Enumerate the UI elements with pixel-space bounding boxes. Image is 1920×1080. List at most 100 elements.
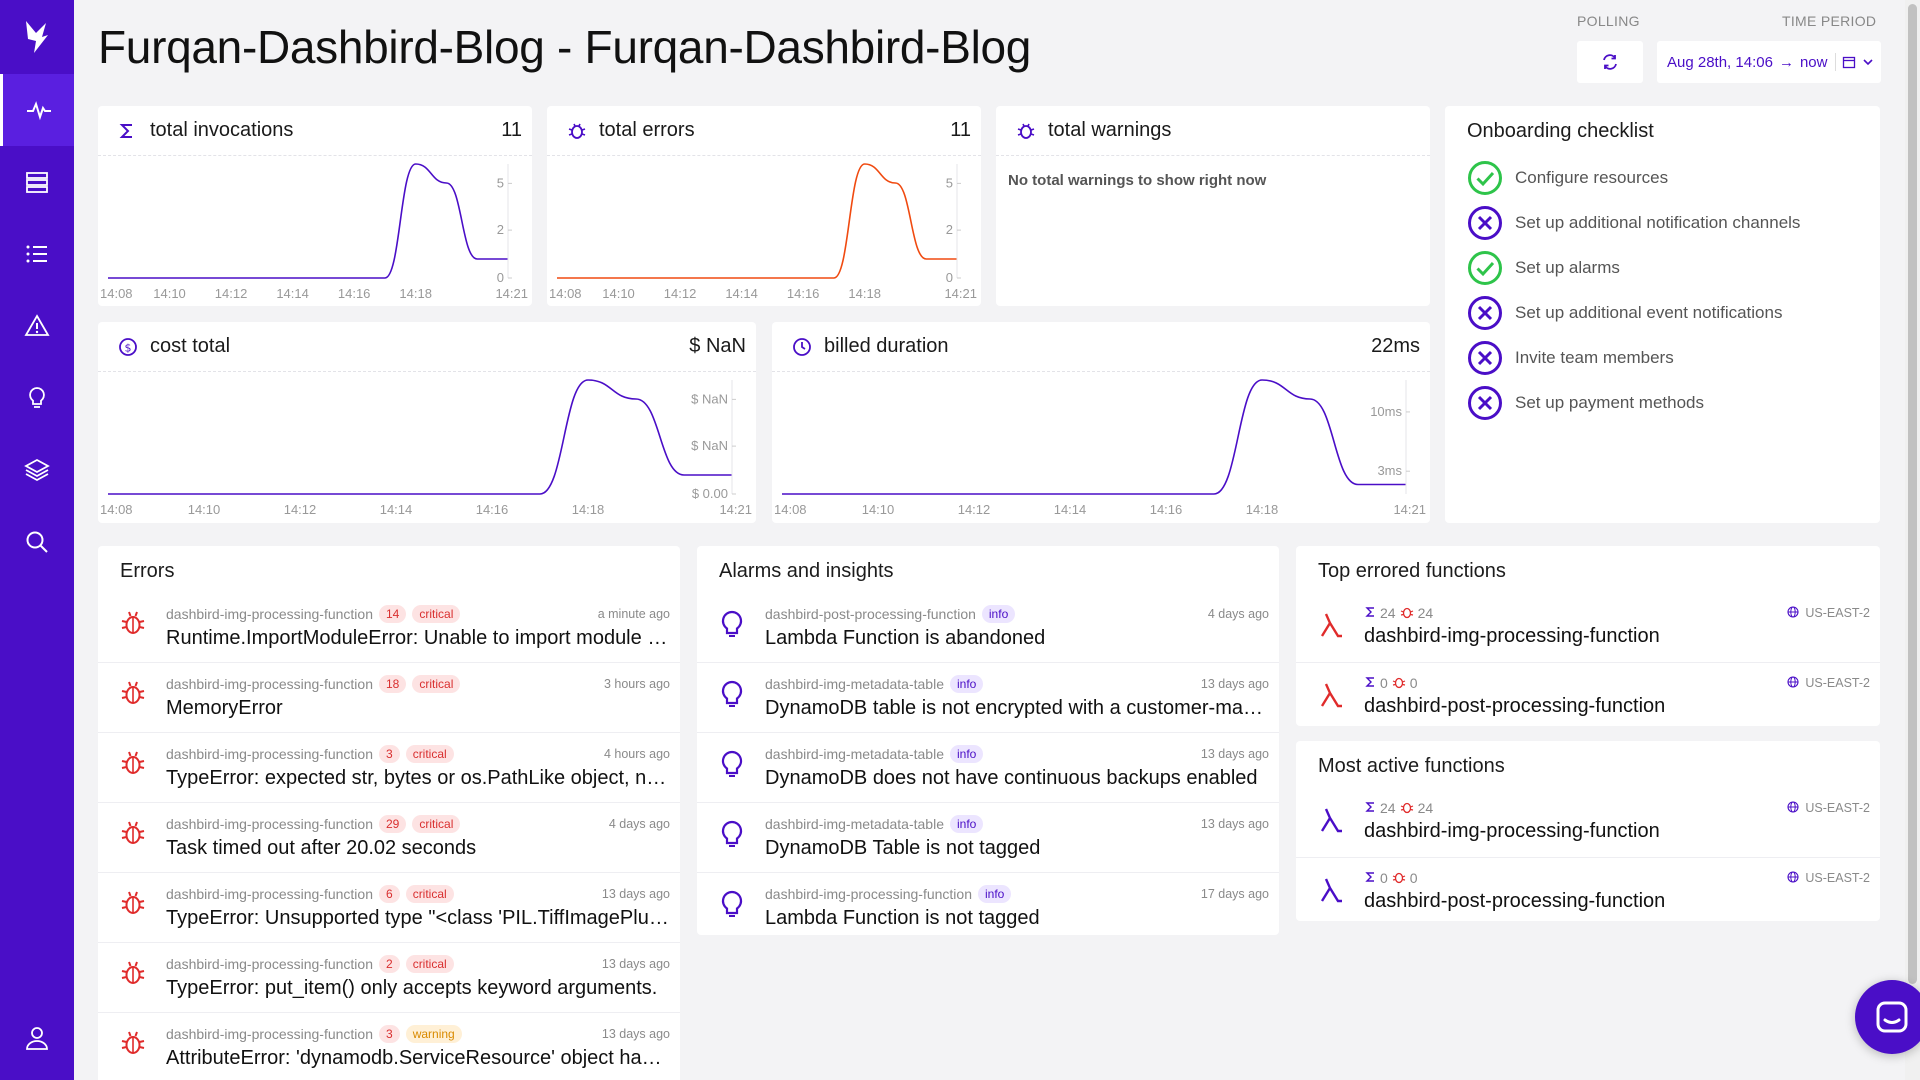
sidebar-item-logs[interactable]: [0, 218, 74, 290]
sidebar-item-insights[interactable]: [0, 362, 74, 434]
cost-x-tick-label: 14:10: [188, 502, 221, 517]
invocations-x-tick-label: 14:08: [100, 286, 133, 301]
invocations-y-tick-label: 2: [497, 222, 504, 237]
error-row[interactable]: dashbird-img-processing-function 3 warning…: [98, 1013, 680, 1080]
refresh-icon: [1603, 54, 1617, 70]
warnings-card: total warnings No total warnings to show…: [996, 106, 1430, 306]
scrollbar-thumb[interactable]: [1908, 4, 1917, 984]
sidebar-item-alerts[interactable]: [0, 290, 74, 362]
error-message: TypeError: Unsupported type "<class 'PIL…: [166, 907, 670, 929]
alarm-row[interactable]: dashbird-img-metadata-table info 13 days a…: [697, 803, 1279, 873]
onboarding-item-label: Set up additional event notifications: [1515, 302, 1783, 322]
error-meta: dashbird-img-processing-function 3 critica…: [166, 743, 670, 765]
error-row[interactable]: dashbird-img-processing-function 6 critica…: [98, 873, 680, 943]
alarm-row[interactable]: dashbird-img-metadata-table info 13 days a…: [697, 733, 1279, 803]
refresh-button[interactable]: [1577, 41, 1643, 83]
errors-title: total errors: [599, 119, 695, 141]
function-name: dashbird-post-processing-function: [1364, 695, 1666, 717]
scrollbar[interactable]: [1905, 0, 1920, 1080]
function-row-body: 24 24 US-EAST-2 dashbird-img-processing-fun…: [1364, 603, 1870, 648]
sidebar-item-activity[interactable]: [0, 74, 74, 146]
top-errored-list: 24 24 US-EAST-2 dashbird-img-processing-fun…: [1296, 593, 1880, 726]
invocations-y-tick-label: 0: [497, 270, 504, 285]
onboarding-item-label: Set up payment methods: [1515, 392, 1705, 412]
onboarding-item[interactable]: Set up additional event notifications: [1445, 290, 1880, 335]
error-row[interactable]: dashbird-img-processing-function 3 critica…: [98, 733, 680, 803]
region-label: US-EAST-2: [1805, 606, 1870, 620]
severity-badge: info: [981, 605, 1016, 623]
bug-icon: [567, 121, 587, 141]
sidebar-item-stacks[interactable]: [0, 434, 74, 506]
dashbird-logo[interactable]: [0, 0, 74, 74]
sidebar-item-resources[interactable]: [0, 146, 74, 218]
error-row-body: dashbird-img-processing-function 18 critic…: [166, 673, 670, 720]
function-row[interactable]: 24 24 US-EAST-2 dashbird-img-processing-fun…: [1296, 788, 1880, 858]
region: US-EAST-2: [1787, 605, 1870, 621]
bug-icon: [1392, 870, 1406, 887]
error-row[interactable]: dashbird-img-processing-function 2 critica…: [98, 943, 680, 1013]
duration-x-tick-label: 14:10: [862, 502, 895, 517]
duration-x-tick-label: 14:18: [1246, 502, 1279, 517]
error-meta: dashbird-img-processing-function 2 critica…: [166, 953, 670, 975]
function-name: dashbird-img-processing-function: [166, 816, 373, 832]
function-name: dashbird-post-processing-function: [1364, 890, 1666, 912]
pulse-icon: [26, 101, 51, 121]
sigma-icon: [118, 121, 138, 141]
function-row[interactable]: 24 24 US-EAST-2 dashbird-img-processing-fun…: [1296, 593, 1880, 663]
alarm-row[interactable]: dashbird-img-processing-function info 17 d…: [697, 873, 1279, 935]
alarm-row[interactable]: dashbird-img-metadata-table info 13 days a…: [697, 663, 1279, 733]
onboarding-item[interactable]: Set up additional notification channels: [1445, 200, 1880, 245]
invocation-count: 24: [1380, 800, 1396, 816]
cost-x-tick-label: 14:21: [719, 502, 752, 517]
clock-icon: [792, 337, 812, 357]
cost-card: $ cost total $ NaN $ NaN $ NaN $ 0.00 14:08…: [98, 322, 756, 523]
function-row[interactable]: 0 0 US-EAST-2 dashbird-post-processing-func…: [1296, 858, 1880, 921]
chevron-down-icon: [1863, 59, 1874, 66]
onboarding-item[interactable]: Invite team members: [1445, 335, 1880, 380]
chat-button[interactable]: [1855, 980, 1920, 1054]
function-row[interactable]: 0 0 US-EAST-2 dashbird-post-processing-func…: [1296, 663, 1880, 726]
invocation-count: 0: [1380, 675, 1388, 691]
function-name: dashbird-img-processing-function: [166, 676, 373, 692]
timestamp: 4 days ago: [608, 817, 670, 831]
invocations-x-tick-label: 14:21: [495, 286, 528, 301]
errors-list-card: Errors dashbird-img-processing-function 1…: [98, 546, 680, 1080]
sidebar-item-search[interactable]: [0, 506, 74, 578]
warnings-title: total warnings: [1048, 119, 1172, 141]
onboarding-item[interactable]: Set up alarms: [1445, 245, 1880, 290]
sidebar-item-account[interactable]: [0, 1006, 74, 1070]
onboarding-item[interactable]: Configure resources: [1445, 155, 1880, 200]
alarm-row[interactable]: dashbird-post-processing-function info 4 d…: [697, 593, 1279, 663]
x-circle-icon: [1467, 295, 1503, 331]
function-name: dashbird-img-processing-function: [166, 1026, 373, 1042]
function-meta: 0 0 US-EAST-2: [1364, 673, 1870, 693]
duration-x-tick-label: 14:21: [1393, 502, 1426, 517]
error-row[interactable]: dashbird-img-processing-function 14 critic…: [98, 593, 680, 663]
cost-chart: $ NaN $ NaN $ 0.00 14:08 14:10 14:12 14:14 14:1…: [98, 372, 756, 522]
duration-card: billed duration 22ms 10ms 3ms 14:08 14:10 14…: [772, 322, 1430, 523]
severity-badge: critical: [405, 955, 454, 973]
error-row-body: dashbird-img-processing-function 6 critica…: [166, 883, 670, 930]
error-meta: dashbird-img-processing-function 14 critic…: [166, 603, 670, 625]
time-period-picker[interactable]: Aug 28th, 14:06 → now: [1657, 41, 1881, 83]
lambda-icon: [1318, 681, 1346, 711]
error-count: 0: [1409, 870, 1418, 886]
errors-list-title: Errors: [120, 560, 175, 582]
invocation-count: 0: [1380, 870, 1388, 886]
error-count: 24: [1417, 800, 1434, 816]
severity-badge: info: [978, 885, 1012, 903]
lambda-icon: [1318, 876, 1346, 906]
function-name: dashbird-img-processing-function: [166, 956, 373, 972]
function-meta: 0 0 US-EAST-2: [1364, 868, 1870, 888]
onboarding-item-label: Set up alarms: [1515, 257, 1620, 277]
duration-x-tick-label: 14:12: [958, 502, 991, 517]
top-errored-card: Top errored functions 24 24 US-EAST-2 dashb…: [1296, 546, 1880, 726]
error-row[interactable]: dashbird-img-processing-function 18 critic…: [98, 663, 680, 733]
error-row[interactable]: dashbird-img-processing-function 29 critic…: [98, 803, 680, 873]
lambda-icon: [1318, 611, 1346, 641]
function-row-body: 24 24 US-EAST-2 dashbird-img-processing-fun…: [1364, 798, 1870, 843]
onboarding-item[interactable]: Set up payment methods: [1445, 380, 1880, 425]
errors-x-tick-label: 14:12: [664, 286, 697, 301]
sigma-icon: [1364, 800, 1376, 816]
errors-series-line: [557, 163, 957, 279]
